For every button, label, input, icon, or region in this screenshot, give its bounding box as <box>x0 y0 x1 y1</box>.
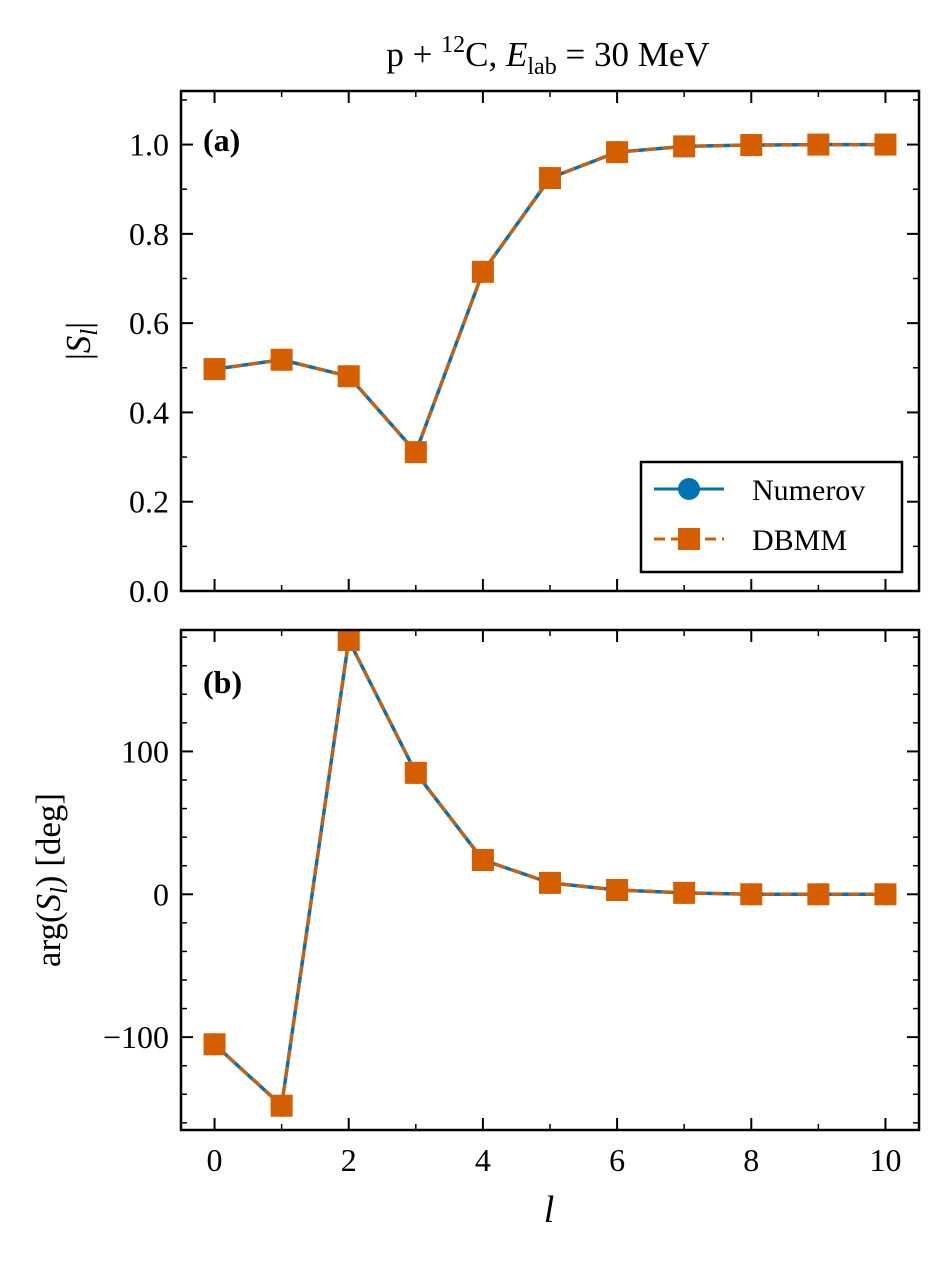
panel-a-ytick-label: 0.2 <box>129 484 169 520</box>
panel-a-series <box>203 133 897 464</box>
panel-b-ticks: 0 2 4 6 8 10 −100 0 100 <box>103 630 919 1178</box>
legend-entry-dbmm: DBMM <box>654 524 847 557</box>
panel-b-xtick-label: 8 <box>743 1142 759 1178</box>
panel-b-series <box>203 629 897 1117</box>
panel-a-line-dbmm <box>214 143 886 454</box>
legend-marker-dbmm <box>678 528 700 550</box>
panel-b-xtick-label: 4 <box>475 1142 491 1178</box>
panel-a-ytick-label: 1.0 <box>129 127 169 163</box>
panel-a-ytick-label: 0.0 <box>129 573 169 609</box>
panel-b: 0 2 4 6 8 10 −100 0 100 (b) arg(Sl) [deg] <box>29 628 921 1178</box>
panel-b-xtick-label: 0 <box>207 1142 223 1178</box>
panel-b-xtick-label: 10 <box>869 1142 901 1178</box>
panel-a-line-numerov <box>214 142 886 454</box>
panel-b-point-dbmm <box>270 1094 293 1117</box>
panel-a-ytick-label: 0.6 <box>129 305 169 341</box>
chart-title: p + 12C, Elab = 30 MeV <box>386 32 709 80</box>
panel-a-point-dbmm <box>270 348 293 371</box>
panel-b-point-dbmm <box>471 849 494 871</box>
panel-a-ytick-label: 0.8 <box>129 216 169 252</box>
panel-b-ytick-label: 100 <box>121 733 169 769</box>
panel-a-point-dbmm <box>673 135 696 158</box>
panel-a-label: (a) <box>203 122 240 158</box>
panel-a-frame <box>179 89 921 593</box>
panel-b-point-dbmm <box>404 761 427 784</box>
panel-b-point-dbmm <box>807 883 830 906</box>
panel-a-ytick-label: 0.4 <box>129 394 169 430</box>
panel-b-point-dbmm <box>874 883 897 906</box>
panel-b-xtick-label: 2 <box>341 1142 357 1178</box>
panel-b-point-dbmm <box>740 883 763 906</box>
panel-a-point-dbmm <box>203 358 226 381</box>
panel-b-label: (b) <box>203 664 242 700</box>
panel-a: 0.0 0.2 0.4 0.6 0.8 1.0 (a) |Sl| Numerov DBMM <box>59 89 921 609</box>
panel-a-ylabel: |Sl| <box>59 322 103 360</box>
panel-b-ytick-label: −100 <box>103 1019 169 1055</box>
legend-entry-numerov: Numerov <box>654 474 865 507</box>
panel-b-point-dbmm <box>606 879 629 901</box>
legend-label-dbmm: DBMM <box>752 524 847 557</box>
panel-a-point-dbmm <box>471 260 494 283</box>
panel-a-point-dbmm <box>807 133 830 156</box>
x-axis-label: l <box>544 1189 555 1231</box>
panel-b-xtick-label: 6 <box>609 1142 625 1178</box>
panel-a-point-dbmm <box>404 441 427 464</box>
panel-a-point-dbmm <box>874 133 897 156</box>
panel-b-point-dbmm <box>337 629 360 651</box>
panel-a-point-dbmm <box>539 167 561 190</box>
legend: Numerov DBMM <box>639 460 904 574</box>
panel-a-point-dbmm <box>740 134 763 157</box>
panel-b-point-dbmm <box>203 1033 226 1056</box>
legend-label-numerov: Numerov <box>752 474 865 507</box>
panel-a-point-dbmm <box>337 365 360 388</box>
panel-b-ytick-label: 0 <box>153 876 169 912</box>
panel-a-point-dbmm <box>606 141 629 164</box>
legend-marker-numerov <box>678 478 700 500</box>
panel-b-ylabel: arg(Sl) [deg] <box>29 793 73 967</box>
panel-b-point-dbmm <box>673 881 696 904</box>
panel-b-point-dbmm <box>539 871 561 894</box>
panel-b-frame <box>179 628 921 1132</box>
